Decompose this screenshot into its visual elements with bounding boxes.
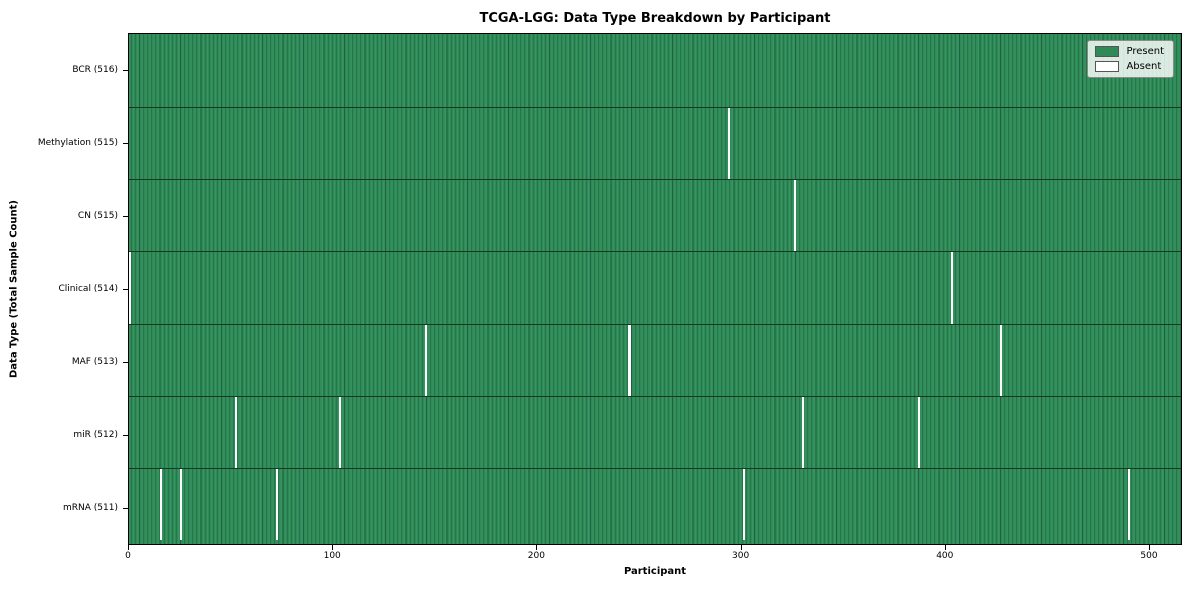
absent-stripe	[950, 252, 953, 324]
absent-stripe	[801, 396, 804, 468]
absent-stripe	[918, 396, 921, 468]
absent-stripe	[424, 324, 427, 396]
absent-stripe	[179, 468, 182, 540]
ytick-label-maf: MAF (513)	[71, 357, 118, 368]
heatmap-row-maf	[129, 323, 1181, 396]
absent-stripe	[235, 396, 238, 468]
legend: Present Absent	[1087, 40, 1174, 78]
absent-stripe	[728, 108, 731, 180]
ytick-mark	[123, 362, 128, 364]
heatmap-row-mrna	[129, 467, 1181, 540]
heatmap-row-cn	[129, 179, 1181, 252]
chart-title: TCGA-LGG: Data Type Breakdown by Partici…	[479, 11, 831, 26]
heatmap-plot-area: Present Absent	[128, 33, 1182, 545]
x-axis-label: Participant	[623, 566, 687, 577]
ytick-label-methylation: Methylation (515)	[37, 137, 118, 148]
legend-label-present: Present	[1126, 46, 1164, 57]
xtick-mark	[944, 545, 946, 550]
y-axis-label: Data Type (Total Sample Count)	[8, 199, 20, 379]
legend-swatch-present	[1095, 46, 1120, 57]
xtick-label-100: 100	[323, 551, 341, 561]
absent-stripe	[742, 468, 745, 540]
heatmap-row-bcr	[129, 34, 1181, 107]
xtick-label-300: 300	[732, 551, 750, 561]
absent-stripe	[628, 324, 631, 396]
heatmap-row-mir	[129, 395, 1181, 468]
xtick-label-500: 500	[1140, 551, 1158, 561]
xtick-mark	[536, 545, 538, 550]
absent-stripe	[129, 252, 132, 324]
ytick-mark	[123, 289, 128, 290]
heatmap-row-methylation	[129, 107, 1181, 180]
absent-stripe	[1127, 468, 1131, 540]
xtick-label-200: 200	[527, 551, 545, 561]
ytick-mark	[123, 508, 128, 510]
ytick-mark	[123, 435, 128, 437]
ytick-label-cn: CN (515)	[77, 210, 118, 221]
xtick-label-400: 400	[936, 551, 954, 561]
legend-label-absent: Absent	[1126, 61, 1162, 72]
heatmap-row-clinical	[129, 251, 1181, 324]
xtick-mark	[332, 545, 334, 550]
absent-stripe	[275, 468, 278, 540]
absent-stripe	[793, 180, 796, 252]
xtick-label-0: 0	[125, 551, 131, 561]
absent-stripe	[999, 324, 1002, 396]
xtick-mark	[740, 545, 742, 550]
ytick-mark	[123, 69, 128, 71]
absent-stripe	[338, 396, 342, 468]
ytick-label-mir: miR (512)	[73, 430, 118, 441]
ytick-label-bcr: BCR (516)	[72, 64, 118, 75]
ytick-label-mrna: mRNA (511)	[63, 503, 118, 514]
absent-stripe	[159, 468, 162, 540]
ytick-mark	[123, 215, 128, 217]
ytick-label-clinical: Clinical (514)	[58, 284, 118, 294]
xtick-mark	[1149, 545, 1150, 550]
legend-item-present: Present	[1095, 46, 1164, 57]
legend-swatch-absent	[1095, 61, 1120, 72]
legend-item-absent: Absent	[1095, 61, 1164, 72]
xtick-mark	[128, 545, 129, 550]
ytick-mark	[123, 142, 128, 144]
